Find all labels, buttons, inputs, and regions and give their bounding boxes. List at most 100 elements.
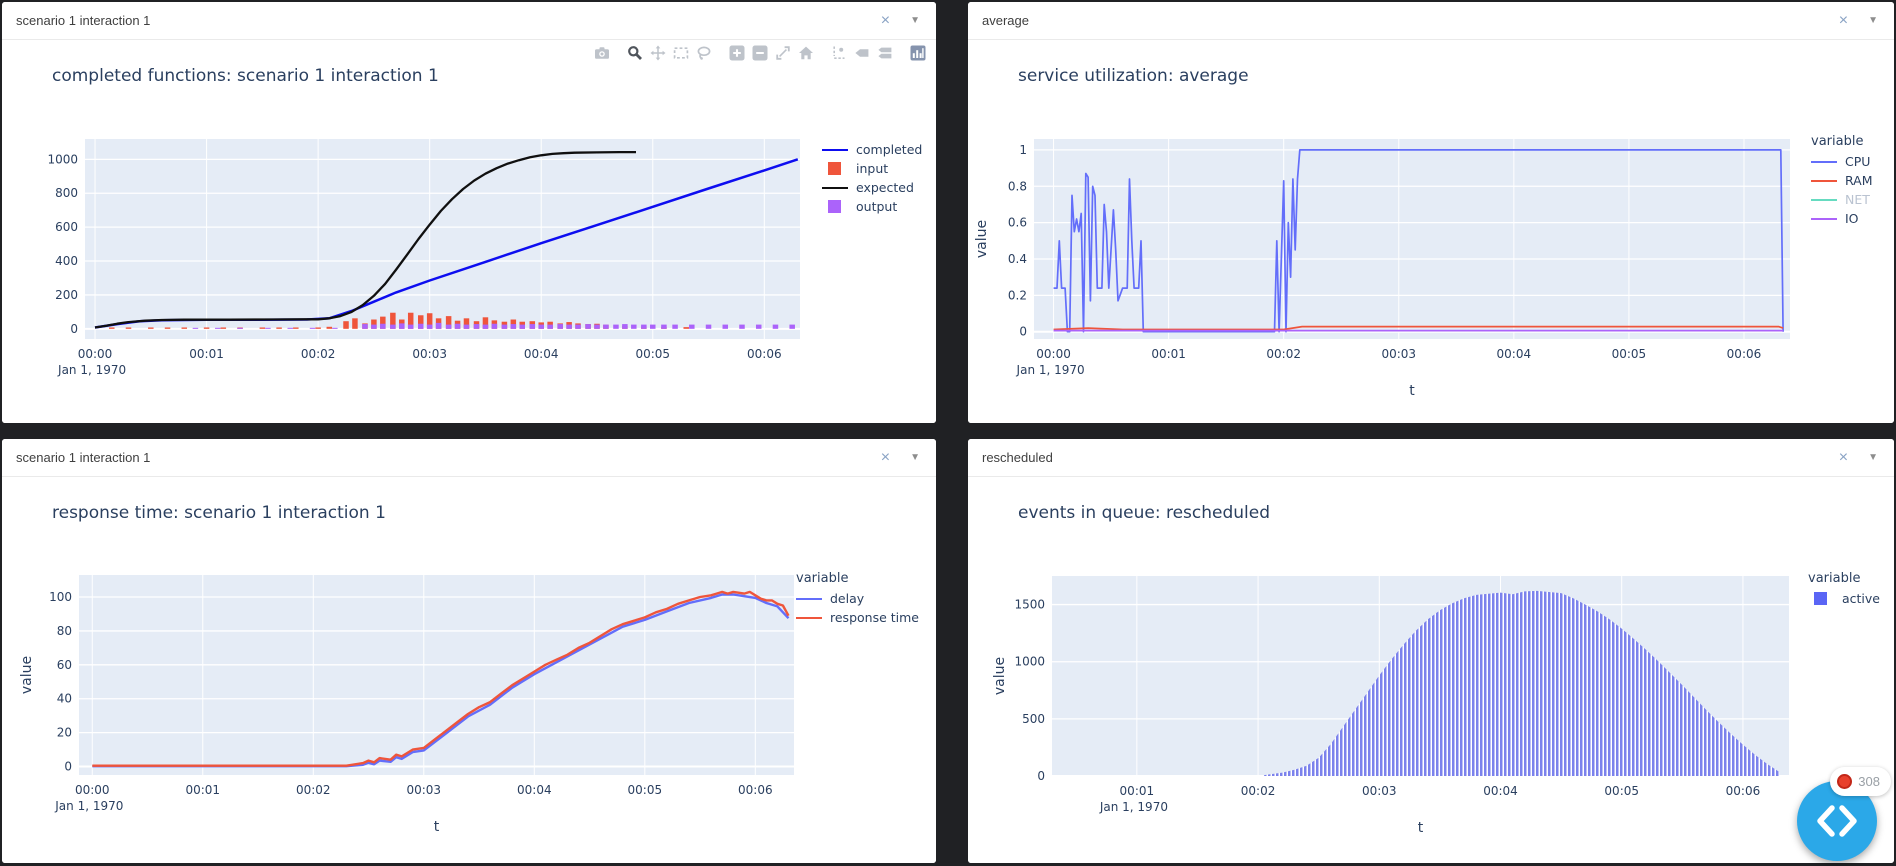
svg-text:0.6: 0.6 bbox=[1008, 216, 1027, 230]
close-icon[interactable]: × bbox=[880, 448, 891, 466]
chart-legend: variable active bbox=[1808, 571, 1880, 608]
svg-text:00:05: 00:05 bbox=[628, 783, 663, 797]
window-completed-functions: scenario 1 interaction 1 × ▼ 00:00 00:01 0… bbox=[2, 2, 936, 423]
svg-text:40: 40 bbox=[57, 692, 72, 706]
legend-item-delay[interactable]: delay bbox=[796, 589, 919, 608]
svg-text:1000: 1000 bbox=[47, 152, 78, 166]
window-titlebar[interactable]: rescheduled × ▼ bbox=[968, 439, 1894, 477]
autoscale-icon[interactable] bbox=[775, 45, 791, 61]
legend-label: RAM bbox=[1845, 173, 1873, 188]
close-icon[interactable]: × bbox=[1838, 448, 1849, 466]
svg-text:00:06: 00:06 bbox=[1726, 784, 1761, 798]
window-titlebar[interactable]: average × ▼ bbox=[968, 2, 1894, 40]
svg-text:00:04: 00:04 bbox=[1497, 347, 1532, 361]
close-icon[interactable]: × bbox=[1838, 11, 1849, 29]
svg-text:00:01: 00:01 bbox=[185, 783, 220, 797]
legend-title: variable bbox=[1811, 134, 1864, 149]
svg-text:00:03: 00:03 bbox=[1381, 347, 1416, 361]
svg-text:Jan 1, 1970: Jan 1, 1970 bbox=[57, 363, 126, 377]
legend-label: completed bbox=[856, 142, 923, 157]
svg-text:00:00: 00:00 bbox=[78, 347, 113, 361]
pan-tool-icon[interactable] bbox=[650, 45, 666, 61]
legend-item-active[interactable]: active bbox=[1808, 589, 1880, 608]
legend-label: active bbox=[1842, 591, 1880, 606]
svg-text:Jan 1, 1970: Jan 1, 1970 bbox=[1016, 363, 1085, 377]
svg-text:00:06: 00:06 bbox=[747, 347, 782, 361]
legend-title: variable bbox=[796, 571, 849, 586]
legend-item-response-time[interactable]: response time bbox=[796, 608, 919, 627]
window-titlebar[interactable]: scenario 1 interaction 1 × ▼ bbox=[2, 2, 936, 40]
legend-label: expected bbox=[856, 180, 914, 195]
legend-item-RAM[interactable]: RAM bbox=[1811, 171, 1873, 190]
chart-title: response time: scenario 1 interaction 1 bbox=[52, 503, 386, 523]
hover-compare-icon[interactable] bbox=[877, 45, 893, 61]
zoom-tool-icon[interactable] bbox=[627, 45, 643, 61]
legend-swatch bbox=[796, 597, 822, 600]
plot-svg[interactable]: 00:00 00:01 00:02 00:03 00:04 00:05 00:06 Jan 1… bbox=[968, 40, 1894, 423]
lasso-select-icon[interactable] bbox=[696, 45, 712, 61]
chevron-down-icon[interactable]: ▼ bbox=[910, 452, 920, 463]
legend-item-CPU[interactable]: CPU bbox=[1811, 152, 1873, 171]
close-icon[interactable]: × bbox=[880, 11, 891, 29]
svg-text:00:03: 00:03 bbox=[412, 347, 447, 361]
chevron-down-icon[interactable]: ▼ bbox=[1868, 15, 1878, 26]
legend-label: NET bbox=[1845, 192, 1870, 207]
svg-text:1: 1 bbox=[1019, 143, 1027, 157]
plotly-modebar bbox=[587, 45, 926, 61]
svg-text:0: 0 bbox=[64, 760, 72, 774]
reset-axes-home-icon[interactable] bbox=[798, 45, 814, 61]
plot-svg[interactable]: 00:00 00:01 00:02 00:03 00:04 00:05 00:06 Jan 1… bbox=[2, 40, 936, 423]
legend-item-expected[interactable]: expected bbox=[822, 178, 922, 197]
window-titlebar[interactable]: scenario 1 interaction 1 × ▼ bbox=[2, 439, 936, 477]
svg-text:00:03: 00:03 bbox=[406, 783, 441, 797]
svg-text:0.8: 0.8 bbox=[1008, 179, 1027, 193]
window-title: average bbox=[982, 13, 1029, 28]
svg-text:80: 80 bbox=[57, 624, 72, 638]
record-dot-icon bbox=[1837, 774, 1853, 789]
camera-icon[interactable] bbox=[594, 45, 610, 61]
svg-text:00:05: 00:05 bbox=[635, 347, 670, 361]
box-select-icon[interactable] bbox=[673, 45, 689, 61]
chevron-down-icon[interactable]: ▼ bbox=[910, 15, 920, 26]
legend-item-input[interactable]: input bbox=[822, 159, 922, 178]
legend-swatch bbox=[828, 162, 841, 175]
plot-svg[interactable]: 00:01 00:02 00:03 00:04 00:05 00:06 Jan 1, 197… bbox=[968, 477, 1894, 863]
chevron-down-icon[interactable]: ▼ bbox=[1868, 452, 1878, 463]
svg-text:20: 20 bbox=[57, 726, 72, 740]
legend-item-completed[interactable]: completed bbox=[822, 140, 922, 159]
window-response-time: scenario 1 interaction 1 × ▼ 00:00 00:01 0… bbox=[2, 439, 936, 863]
svg-text:00:01: 00:01 bbox=[1120, 784, 1155, 798]
svg-text:Jan 1, 1970: Jan 1, 1970 bbox=[54, 799, 123, 813]
svg-text:200: 200 bbox=[55, 288, 78, 302]
svg-text:600: 600 bbox=[55, 220, 78, 234]
legend-item-NET[interactable]: NET bbox=[1811, 190, 1873, 209]
chart-title: events in queue: rescheduled bbox=[1018, 503, 1271, 523]
svg-text:t: t bbox=[434, 819, 440, 835]
svg-text:00:06: 00:06 bbox=[738, 783, 773, 797]
legend-swatch bbox=[822, 186, 848, 189]
legend-label: input bbox=[856, 161, 889, 176]
plot-svg[interactable]: 00:00 00:01 00:02 00:03 00:04 00:05 00:06 Jan 1… bbox=[2, 477, 936, 863]
legend-item-output[interactable]: output bbox=[822, 197, 922, 216]
notification-badge[interactable]: 308 bbox=[1830, 767, 1891, 796]
plotly-logo-icon[interactable] bbox=[910, 45, 926, 61]
svg-text:0.4: 0.4 bbox=[1008, 252, 1027, 266]
hover-closest-icon[interactable] bbox=[854, 45, 870, 61]
svg-text:0: 0 bbox=[1019, 325, 1027, 339]
zoom-out-icon[interactable] bbox=[752, 45, 768, 61]
legend-item-IO[interactable]: IO bbox=[1811, 209, 1873, 228]
svg-text:00:00: 00:00 bbox=[75, 783, 110, 797]
svg-text:t: t bbox=[1418, 820, 1424, 836]
svg-text:00:04: 00:04 bbox=[1483, 784, 1518, 798]
svg-text:00:02: 00:02 bbox=[1241, 784, 1276, 798]
legend-swatch bbox=[796, 616, 822, 619]
svg-text:00:02: 00:02 bbox=[301, 347, 336, 361]
svg-text:100: 100 bbox=[49, 590, 72, 604]
svg-text:00:05: 00:05 bbox=[1612, 347, 1647, 361]
svg-text:00:06: 00:06 bbox=[1727, 347, 1762, 361]
svg-text:value: value bbox=[992, 657, 1008, 695]
toggle-spike-lines-icon[interactable] bbox=[831, 45, 847, 61]
zoom-in-icon[interactable] bbox=[729, 45, 745, 61]
legend-swatch bbox=[1811, 160, 1837, 163]
window-service-utilization: average × ▼ 00:00 00:01 00:02 00:03 00:04 00:… bbox=[968, 2, 1894, 423]
